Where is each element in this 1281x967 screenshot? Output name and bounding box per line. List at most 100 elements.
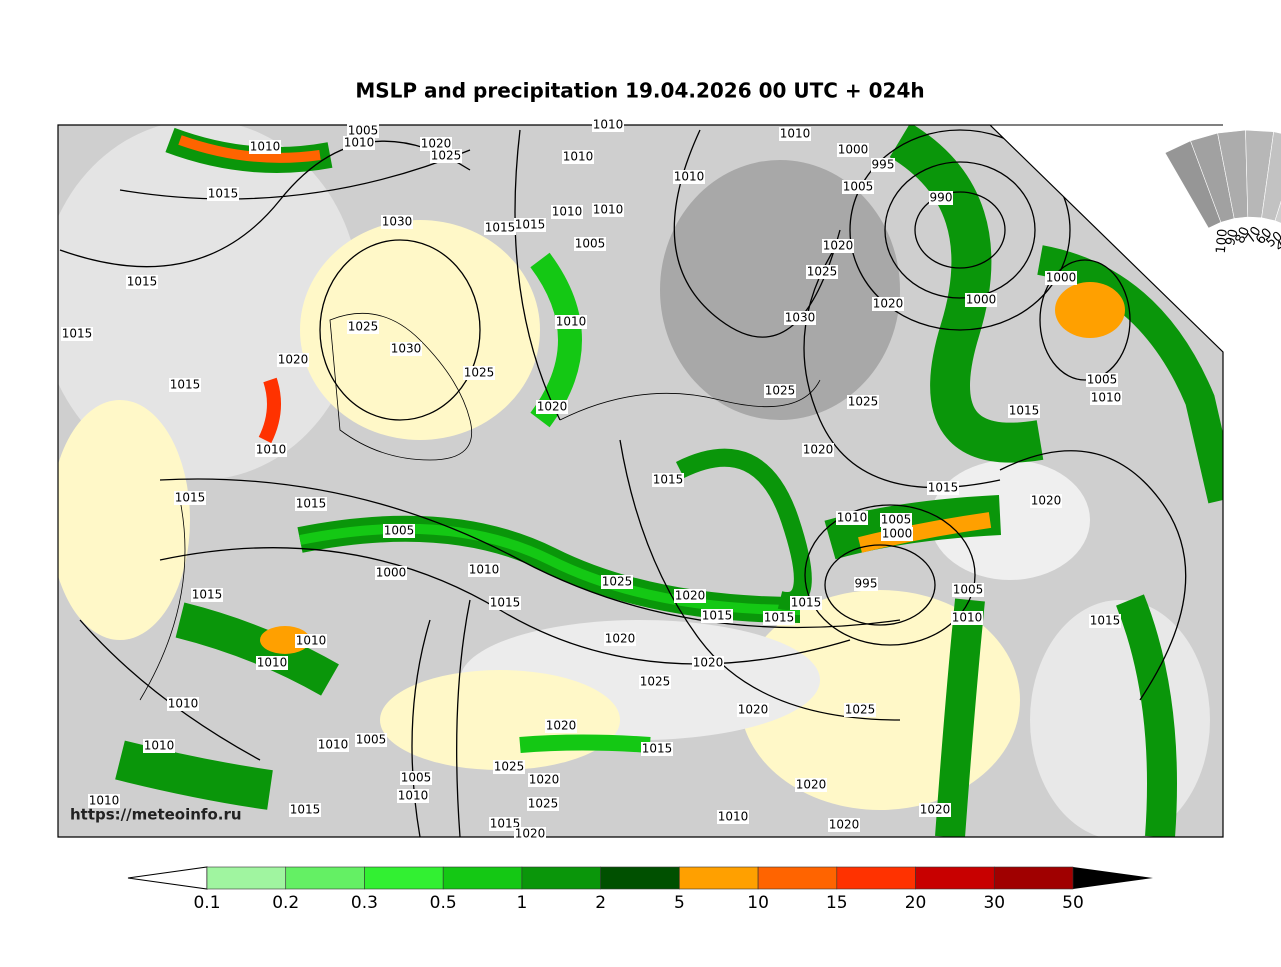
isobar-label: 1025 [431,149,462,163]
isobar-label: 1010 [168,697,199,711]
isobar-label: 1005 [843,180,874,194]
colorbar-tick-label: 50 [1062,893,1084,913]
isobar-label: 1005 [575,237,606,251]
isobar-label: 1015 [192,588,223,602]
isobar-label: 1020 [693,656,724,670]
isobar-label: 1015 [296,497,327,511]
isobar-label: 1005 [953,583,984,597]
isobar-label: 1010 [469,563,500,577]
isobar-label: 995 [855,577,878,591]
isobar-label: 1020 [278,353,309,367]
isobar-label: 1010 [556,315,587,329]
isobar-label: 1015 [1090,614,1121,628]
colorbar-segment [207,867,286,889]
isobar-label: 1015 [791,596,822,610]
isobar-label: 1000 [376,566,407,580]
colorbar-segment [286,867,365,889]
isobar-label: 1010 [718,810,749,824]
cloud-scale: 1009080706050403020 [1165,130,1281,268]
isobar-label: 1010 [398,789,429,803]
isobar-label: 1010 [296,634,327,648]
isobar-label: 1000 [966,293,997,307]
isobar-label: 1010 [593,203,624,217]
colorbar-segment [994,867,1073,889]
colorbar-tick-label: 15 [826,893,848,913]
isobar-label: 1020 [537,400,568,414]
isobar-label: 1020 [803,443,834,457]
isobar-label: 1010 [563,150,594,164]
isobar-label: 1025 [807,265,838,279]
isobar-label: 1025 [528,797,559,811]
isobar-label: 1020 [515,827,546,841]
isobar-label: 1025 [602,575,633,589]
isobar-label: 1005 [401,771,432,785]
isobar-label: 1020 [920,803,951,817]
isobar-label: 1010 [952,611,983,625]
isobar-label: 1015 [170,378,201,392]
isobar-label: 1010 [552,205,583,219]
isobar-label: 1005 [384,524,415,538]
isobar-label: 1010 [344,136,375,150]
isobar-label: 1000 [1046,271,1077,285]
isobar-label: 1025 [848,395,879,409]
colorbar-tick-label: 0.2 [272,893,299,913]
map-title: MSLP and precipitation 19.04.2026 00 UTC… [355,79,924,103]
isobar-label: 1010 [256,443,287,457]
isobar-label: 1015 [127,275,158,289]
isobar-label: 1010 [250,140,281,154]
isobar-label: 1020 [796,778,827,792]
watermark: https://meteoinfo.ru [70,806,242,824]
isobar-label: 1015 [928,481,959,495]
isobar-label: 1010 [318,738,349,752]
isobar-label: 1015 [702,609,733,623]
colorbar-tick-label: 10 [747,893,769,913]
isobar-label: 1010 [144,739,175,753]
isobar-label: 1015 [208,187,239,201]
colorbar-tick-label: 1 [516,893,527,913]
isobar-label: 1015 [485,221,516,235]
isobar-label: 1010 [780,127,811,141]
colorbar-segment [837,867,916,889]
isobar-label: 1005 [1087,373,1118,387]
isobar-label: 1015 [290,803,321,817]
colorbar-tick-label: 0.1 [193,893,220,913]
colorbar-segment [522,867,601,889]
isobar-label: 1025 [640,675,671,689]
colorbar-tick-label: 20 [905,893,927,913]
colorbar-tick-label: 0.3 [351,893,378,913]
isobar-label: 1020 [738,703,769,717]
isobar-label: 1000 [838,143,869,157]
colorbar-tick-label: 30 [983,893,1005,913]
colorbar-tick-label: 2 [595,893,606,913]
isobar-label: 1015 [515,218,546,232]
isobar-label: 1030 [391,342,422,356]
isobar-label: 1020 [823,239,854,253]
isobar-label: 1020 [873,297,904,311]
colorbar-segment [364,867,443,889]
colorbar-segment [758,867,837,889]
isobar-label: 1015 [764,611,795,625]
isobar-label: 1030 [785,311,816,325]
isobar-label: 1020 [546,719,577,733]
isobar-label: 1010 [257,656,288,670]
colorbar-tick-label: 0.5 [430,893,457,913]
isobar-label: 1025 [845,703,876,717]
isobar-label: 1020 [829,818,860,832]
isobar-label: 1020 [1031,494,1062,508]
isobar-label: 1025 [765,384,796,398]
colorbar-segment [679,867,758,889]
isobar-label: 1005 [881,513,912,527]
isobar-label: 1005 [356,733,387,747]
colorbar-segment [601,867,680,889]
colorbar-tick-label: 5 [674,893,685,913]
isobar-label: 1030 [382,215,413,229]
isobar-label: 1010 [593,118,624,132]
isobar-label: 990 [930,191,953,205]
isobar-label: 1010 [1091,391,1122,405]
map-field [40,120,1223,840]
isobar-label: 1015 [62,327,93,341]
isobar-label: 1025 [494,760,525,774]
colorbar: 0.1 0.2 0.3 0.5 1 2 5 10 15 20 30 50 [128,867,1153,913]
isobar-label: 1015 [642,742,673,756]
